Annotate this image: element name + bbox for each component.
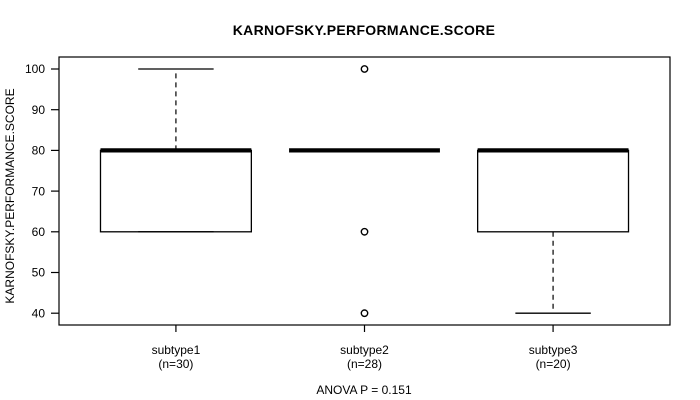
outlier-point (360, 309, 369, 318)
boxplot-group-subtype3: subtype3(n=20) (476, 148, 630, 371)
outlier-point (360, 227, 369, 236)
group-label: subtype1 (152, 343, 201, 357)
y-tick-label: 70 (32, 184, 46, 198)
y-tick-label: 90 (32, 103, 46, 117)
anova-annotation: ANOVA P = 0.151 (316, 383, 412, 397)
y-axis-title: KARNOFSKY.PERFORMANCE.SCORE (3, 88, 17, 303)
boxplot-group-subtype2: subtype2(n=28) (289, 65, 440, 371)
group-count-label: (n=28) (347, 357, 382, 371)
group-label: subtype2 (340, 343, 389, 357)
group-count-label: (n=20) (536, 357, 571, 371)
outlier-point (360, 65, 369, 73)
plot-frame (58, 56, 671, 326)
y-tick-label: 40 (32, 306, 46, 320)
iqr-box (476, 149, 630, 233)
group-count-label: (n=30) (158, 357, 193, 371)
y-tick-label: 80 (32, 144, 46, 158)
y-tick-label: 100 (25, 62, 45, 76)
boxplot-group-subtype1: subtype1(n=30) (99, 68, 253, 371)
y-tick-label: 50 (32, 266, 46, 280)
y-tick-label: 60 (32, 225, 46, 239)
group-label: subtype3 (529, 343, 578, 357)
iqr-box (99, 149, 253, 233)
chart-title: KARNOFSKY.PERFORMANCE.SCORE (233, 22, 495, 38)
plot-area: 405060708090100subtype1(n=30)subtype2(n=… (25, 56, 671, 371)
